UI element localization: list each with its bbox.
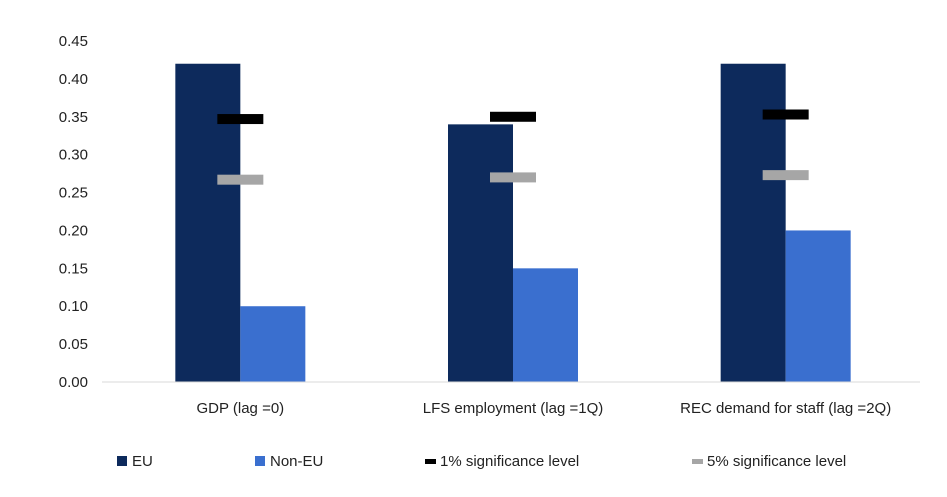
y-tick-label: 0.10 <box>59 298 88 315</box>
legend-one-percent-swatch <box>425 459 436 464</box>
eu-bar <box>175 63 241 382</box>
category-label: REC demand for staff (lag =2Q) <box>680 400 891 417</box>
legend-five-percent-swatch <box>692 459 703 464</box>
legend: EU Non-EU 1% significance level 5% signific… <box>117 453 846 470</box>
y-tick-label: 0.20 <box>59 222 88 239</box>
legend-one-percent-label: 1% significance level <box>440 453 579 470</box>
y-tick-label: 0.15 <box>59 260 88 277</box>
legend-eu-swatch <box>117 456 127 466</box>
x-axis-categories: GDP (lag =0) LFS employment (lag =1Q) REC … <box>196 400 891 417</box>
y-tick-label: 0.05 <box>59 336 88 353</box>
category-label: LFS employment (lag =1Q) <box>423 400 604 417</box>
five-percent-significance-marker <box>490 172 536 183</box>
legend-one-percent-item: 1% significance level <box>425 453 579 470</box>
legend-non-eu-item: Non-EU <box>255 453 323 470</box>
significance-markers <box>217 109 809 185</box>
five-percent-significance-marker <box>762 170 809 181</box>
non-eu-bar <box>513 268 578 382</box>
y-tick-label: 0.00 <box>59 374 88 391</box>
legend-five-percent-item: 5% significance level <box>692 453 846 470</box>
y-tick-label: 0.40 <box>59 71 88 88</box>
one-percent-significance-marker <box>217 114 264 125</box>
legend-eu-label: EU <box>132 453 153 470</box>
y-tick-label: 0.25 <box>59 185 88 202</box>
eu-bar <box>448 124 513 382</box>
bars <box>175 63 851 382</box>
non-eu-bar <box>240 306 306 382</box>
y-axis: 0.00 0.05 0.10 0.15 0.20 0.25 0.30 0.35 0.40 0.45 <box>59 33 88 391</box>
y-tick-label: 0.45 <box>59 33 88 50</box>
y-tick-label: 0.35 <box>59 109 88 126</box>
non-eu-bar <box>785 230 851 382</box>
category-label: GDP (lag =0) <box>196 400 284 417</box>
legend-non-eu-label: Non-EU <box>270 453 323 470</box>
legend-non-eu-swatch <box>255 456 265 466</box>
legend-five-percent-label: 5% significance level <box>707 453 846 470</box>
five-percent-significance-marker <box>217 174 264 185</box>
legend-eu-item: EU <box>117 453 153 470</box>
one-percent-significance-marker <box>762 109 809 120</box>
y-tick-label: 0.30 <box>59 147 88 164</box>
one-percent-significance-marker <box>490 111 536 122</box>
